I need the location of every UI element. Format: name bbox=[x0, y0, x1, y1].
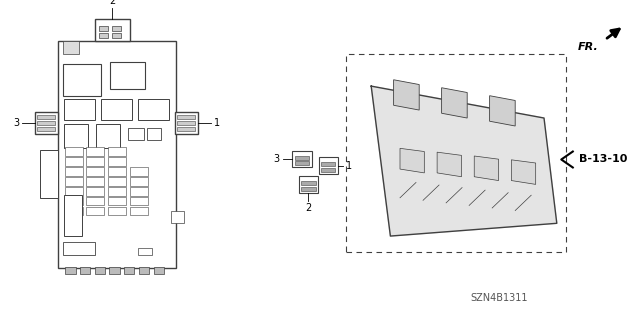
Text: 3: 3 bbox=[273, 154, 280, 164]
Bar bbox=[130, 167, 148, 176]
Bar bbox=[177, 127, 195, 131]
Bar bbox=[295, 161, 309, 165]
Bar bbox=[65, 207, 83, 215]
Bar bbox=[154, 267, 164, 274]
Bar bbox=[130, 177, 148, 186]
Bar bbox=[112, 33, 121, 38]
Bar bbox=[37, 121, 55, 125]
Text: FR.: FR. bbox=[578, 42, 598, 52]
Bar bbox=[86, 157, 104, 166]
Bar bbox=[321, 162, 335, 166]
Polygon shape bbox=[371, 86, 557, 236]
Bar bbox=[86, 147, 104, 156]
Bar bbox=[124, 267, 134, 274]
Text: 1: 1 bbox=[214, 118, 221, 128]
Bar bbox=[171, 211, 184, 223]
Bar bbox=[292, 151, 312, 167]
Bar bbox=[99, 26, 108, 31]
Bar bbox=[63, 242, 95, 255]
Bar bbox=[64, 124, 88, 148]
Bar bbox=[108, 187, 126, 196]
Bar bbox=[101, 99, 132, 120]
Bar bbox=[108, 167, 126, 176]
Bar bbox=[96, 124, 120, 148]
Bar bbox=[128, 128, 144, 140]
Text: 3: 3 bbox=[13, 118, 19, 128]
Text: 1: 1 bbox=[346, 160, 352, 171]
Bar bbox=[138, 248, 152, 255]
Polygon shape bbox=[442, 88, 467, 118]
Bar bbox=[65, 197, 83, 205]
Bar bbox=[177, 115, 195, 119]
Bar bbox=[37, 115, 55, 119]
Bar bbox=[321, 168, 335, 172]
Polygon shape bbox=[511, 160, 536, 184]
Bar bbox=[108, 207, 126, 215]
Bar bbox=[37, 127, 55, 131]
Bar bbox=[65, 167, 83, 176]
Bar bbox=[147, 128, 161, 140]
Bar bbox=[86, 177, 104, 186]
Bar bbox=[177, 121, 195, 125]
Bar bbox=[63, 41, 79, 54]
Text: 2: 2 bbox=[305, 203, 312, 212]
Polygon shape bbox=[394, 80, 419, 110]
Bar bbox=[99, 33, 108, 38]
Bar bbox=[108, 147, 126, 156]
Bar bbox=[65, 187, 83, 196]
Polygon shape bbox=[474, 156, 499, 181]
Bar bbox=[65, 267, 76, 274]
Polygon shape bbox=[400, 148, 424, 173]
Bar bbox=[130, 197, 148, 205]
Bar bbox=[108, 177, 126, 186]
Bar bbox=[108, 157, 126, 166]
Bar bbox=[108, 197, 126, 205]
Polygon shape bbox=[490, 96, 515, 126]
Bar bbox=[86, 207, 104, 215]
Polygon shape bbox=[437, 152, 461, 177]
Bar bbox=[80, 267, 90, 274]
Bar bbox=[40, 150, 58, 198]
Text: 2: 2 bbox=[109, 0, 115, 6]
Bar bbox=[109, 267, 120, 274]
Bar bbox=[295, 156, 309, 160]
Bar bbox=[65, 157, 83, 166]
Bar bbox=[35, 112, 58, 134]
Bar bbox=[65, 177, 83, 186]
Bar bbox=[110, 62, 145, 89]
Bar bbox=[86, 167, 104, 176]
Bar bbox=[299, 176, 318, 193]
Text: SZN4B1311: SZN4B1311 bbox=[470, 293, 528, 303]
Bar bbox=[175, 112, 198, 134]
Bar bbox=[86, 187, 104, 196]
Bar bbox=[301, 187, 316, 191]
Bar bbox=[346, 54, 566, 252]
Bar bbox=[319, 157, 338, 174]
Bar bbox=[301, 181, 316, 185]
Bar bbox=[139, 267, 149, 274]
Bar bbox=[65, 147, 83, 156]
Bar bbox=[130, 187, 148, 196]
Bar bbox=[112, 26, 121, 31]
Bar bbox=[64, 195, 82, 236]
Bar bbox=[130, 207, 148, 215]
Bar bbox=[86, 197, 104, 205]
Bar bbox=[95, 19, 130, 41]
Bar bbox=[58, 41, 176, 268]
Bar bbox=[64, 99, 95, 120]
Text: B-13-10: B-13-10 bbox=[579, 154, 628, 165]
Bar bbox=[95, 267, 105, 274]
Bar bbox=[138, 99, 169, 120]
Bar bbox=[63, 64, 101, 96]
